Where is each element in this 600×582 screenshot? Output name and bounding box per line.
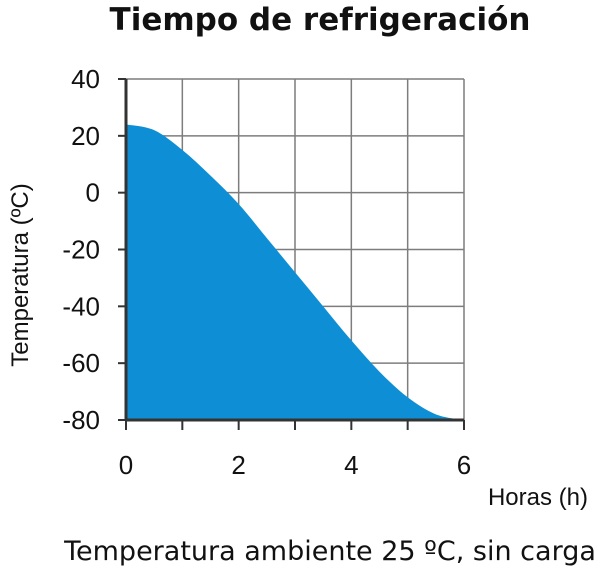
y-tick-label: 20: [71, 121, 100, 151]
x-axis-label: Horas (h): [488, 484, 588, 511]
y-tick-label: -40: [62, 291, 100, 321]
area-series: [126, 124, 464, 420]
y-axis-label: Temperatura (ºC): [7, 183, 34, 366]
y-tick-label: -20: [62, 235, 100, 265]
y-tick-label: 0: [86, 178, 100, 208]
tick-labels: 40 20 0 -20 -40 -60 -80 0 2 4 6: [62, 64, 471, 480]
chart-caption: Temperatura ambiente 25 ºC, sin carga: [64, 536, 596, 567]
x-tick-label: 4: [344, 450, 358, 480]
y-tick-label: -60: [62, 348, 100, 378]
axis-layer: [118, 78, 465, 430]
y-tick-label: -80: [62, 405, 100, 435]
x-tick-label: 6: [457, 450, 471, 480]
chart-title: Tiempo de refrigeración: [109, 2, 531, 38]
y-tick-label: 40: [71, 64, 100, 94]
x-tick-label: 2: [231, 450, 245, 480]
x-tick-label: 0: [119, 450, 133, 480]
area-layer: [126, 124, 464, 420]
